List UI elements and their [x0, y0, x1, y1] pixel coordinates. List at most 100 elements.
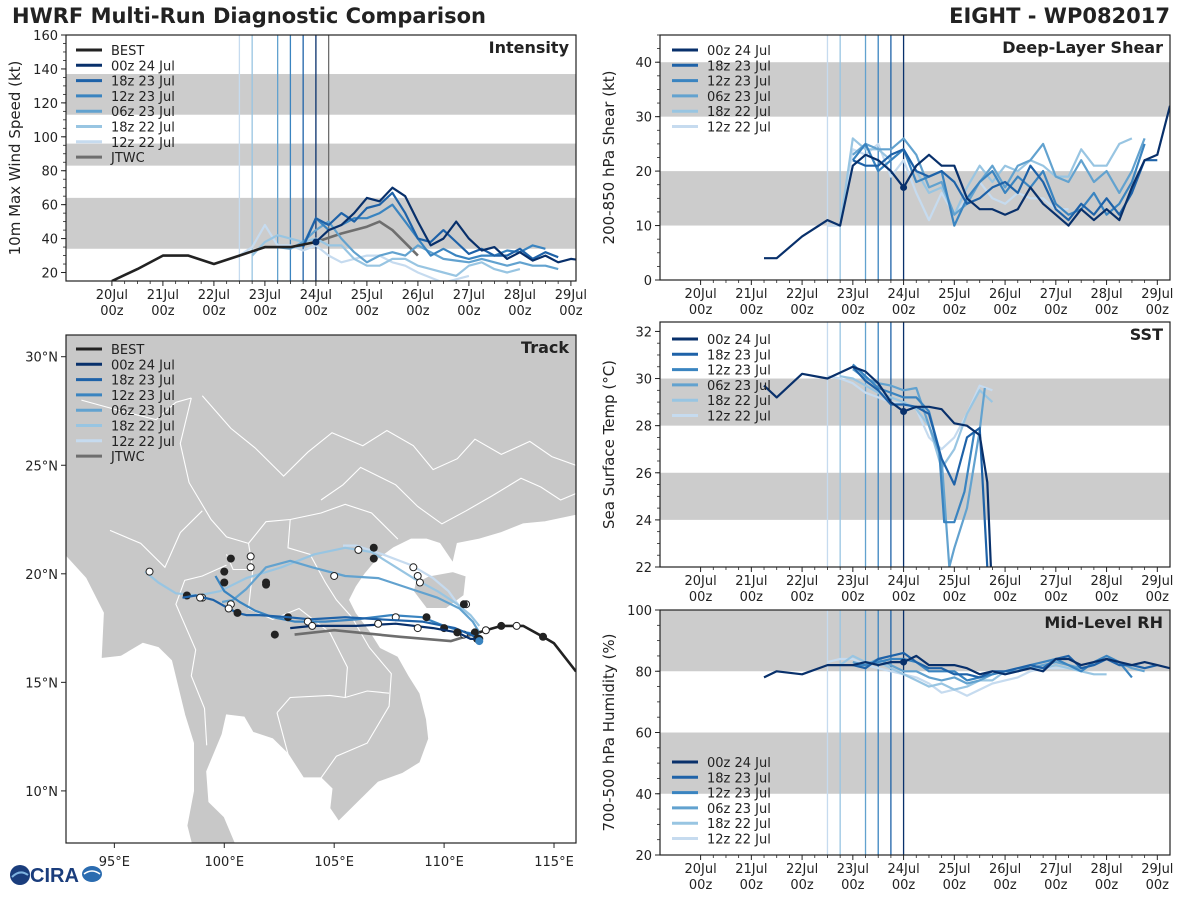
legend-label: 06z 23 Jul [111, 404, 175, 419]
globe-icon [10, 865, 30, 885]
x-tick-label: 00z [202, 304, 226, 319]
legend-label: 00z 24 Jul [111, 59, 175, 74]
panel-title: SST [1130, 325, 1163, 344]
x-tick-label: 26Jul [402, 288, 434, 303]
lon-label: 115°E [534, 855, 574, 870]
country-border [175, 564, 227, 746]
legend-label: 12z 22 Jul [707, 121, 771, 136]
y-tick-label: 30 [635, 373, 652, 388]
x-tick-label: 21Jul [735, 574, 767, 589]
lon-label: 100°E [205, 855, 245, 870]
legend-label: 18z 23 Jul [707, 771, 771, 786]
panel-title: Deep-Layer Shear [1002, 38, 1163, 57]
track-point-12z [354, 545, 363, 554]
x-tick-label: 25Jul [351, 288, 383, 303]
track-point-12z [224, 604, 233, 613]
y-tick-label: 20 [635, 849, 652, 864]
series-line-18z-23-jul [852, 148, 1158, 222]
series-line-12z-22-jul [827, 142, 1069, 227]
x-tick-label: 00z [740, 303, 764, 318]
legend-label: 12z 23 Jul [111, 90, 175, 105]
series-line-00z-24-jul [763, 654, 1170, 679]
y-axis-label: 10m Max Wind Speed (kt) [6, 61, 24, 256]
logo-text: CIRA [30, 865, 79, 887]
legend-label: 18z 23 Jul [707, 348, 771, 363]
series-line-18z-23-jul [851, 366, 989, 567]
x-tick-label: 20Jul [684, 862, 716, 877]
track-point-00z [262, 578, 271, 587]
panel-rh: 2040608010020Jul00z21Jul00z22Jul00z23Jul… [600, 604, 1173, 893]
series-line-18z-22-jul [839, 654, 1107, 691]
y-tick-label: 120 [33, 97, 58, 112]
y-axis-label: 200-850 hPa Shear (kt) [600, 71, 618, 245]
track-point-00z [459, 600, 468, 609]
panel-track: 10°N 15°N 20°N 25°N 30°N 95°E 100°E 105°E 110°E 1… [25, 334, 577, 870]
track-point-12z [413, 571, 422, 580]
lat-label: 30°N [25, 351, 58, 366]
x-tick-label: 20Jul [684, 287, 716, 302]
x-tick-label: 21Jul [147, 288, 179, 303]
x-tick-label: 23Jul [249, 288, 281, 303]
init-point-marker [900, 658, 908, 666]
series-line-18z-22-jul [839, 375, 994, 470]
track-point-00z [220, 578, 229, 587]
legend-label: 18z 22 Jul [111, 121, 175, 136]
x-tick-label: 00z [943, 303, 967, 318]
country-border [320, 466, 576, 525]
track-point-12z [413, 624, 422, 633]
x-tick-label: 00z [892, 878, 916, 893]
x-tick-label: 00z [1095, 303, 1119, 318]
x-tick-label: 00z [689, 590, 713, 605]
plot-area-rh [660, 610, 1170, 855]
lat-label: 20°N [25, 568, 58, 583]
y-tick-label: 22 [635, 561, 652, 576]
legend-label: 06z 23 Jul [707, 802, 771, 817]
y-tick-label: 0 [644, 274, 652, 289]
track-point-12z [409, 563, 418, 572]
legend-label: JTWC [110, 450, 145, 465]
x-tick-label: 25Jul [938, 862, 970, 877]
plot-area-shear [660, 35, 1170, 280]
panel-title: Intensity [489, 38, 570, 57]
x-tick-label: 00z [559, 304, 583, 319]
y-tick-label: 30 [635, 111, 652, 126]
legend-label: 06z 23 Jul [707, 90, 771, 105]
legend-label: 18z 22 Jul [111, 420, 175, 435]
legend-label: 12z 23 Jul [707, 787, 771, 802]
plot-area-track [66, 335, 576, 843]
track-point-00z [497, 621, 506, 630]
x-tick-label: 29Jul [555, 288, 587, 303]
x-tick-label: 00z [993, 590, 1017, 605]
x-tick-label: 00z [1044, 303, 1068, 318]
x-tick-label: 00z [1146, 303, 1170, 318]
x-tick-label: 27Jul [1040, 287, 1072, 302]
storm-id: EIGHT - WP082017 [949, 4, 1170, 28]
y-axis-label: 700-500 hPa Humidity (%) [600, 633, 618, 831]
country-border [247, 569, 348, 698]
track-point-00z [453, 628, 462, 637]
legend-label: 06z 23 Jul [111, 105, 175, 120]
legend-label: 00z 24 Jul [707, 333, 771, 348]
legend-label: BEST [111, 343, 144, 358]
x-tick-label: 28Jul [1090, 862, 1122, 877]
track-point-12z [512, 621, 521, 630]
x-tick-label: 00z [253, 304, 277, 319]
track-point-00z [539, 632, 548, 641]
track-point-00z [369, 543, 378, 552]
country-border [276, 712, 289, 755]
legend-label: 12z 22 Jul [111, 435, 175, 450]
x-tick-label: 23Jul [837, 574, 869, 589]
panel-sst: 22242628303220Jul00z21Jul00z22Jul00z23Ju… [600, 321, 1173, 605]
x-tick-label: 28Jul [1090, 287, 1122, 302]
axes-frame [65, 34, 577, 282]
x-tick-label: 00z [1146, 878, 1170, 893]
threshold-band [660, 378, 1170, 426]
x-tick-label: 00z [1044, 590, 1068, 605]
legend-label: 18z 23 Jul [111, 75, 175, 90]
x-tick-label: 28Jul [1090, 574, 1122, 589]
legend-label: 00z 24 Jul [707, 44, 771, 59]
y-tick-label: 32 [635, 325, 652, 340]
series-line-12z-23-jul [852, 363, 976, 524]
lon-label: 105°E [314, 855, 354, 870]
